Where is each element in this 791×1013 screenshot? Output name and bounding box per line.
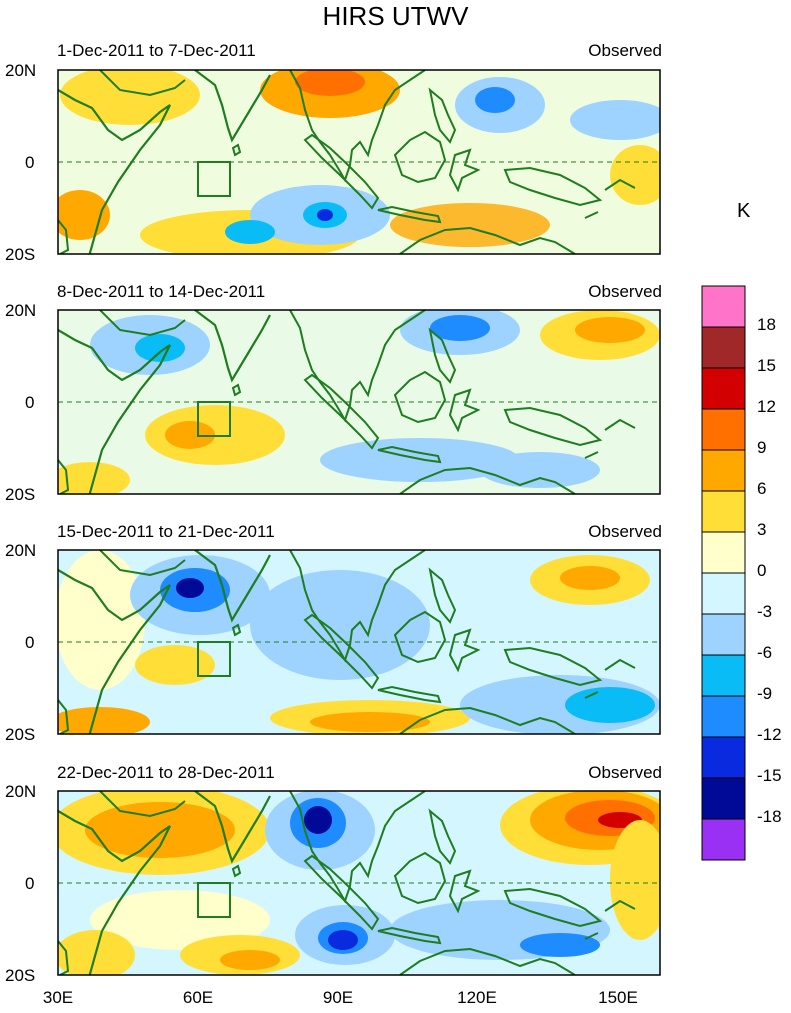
colorbar-label: 0 (757, 561, 767, 580)
colorbar-swatch (701, 326, 746, 369)
colorbar-label: -12 (757, 725, 782, 744)
lat-label-0-p2: 0 (25, 393, 34, 412)
panel-3-source: Observed (588, 522, 662, 541)
panel-4-frame (57, 790, 661, 976)
colorbar-swatch (701, 408, 746, 451)
lat-label-0-p1: 0 (25, 153, 34, 172)
colorbar-swatch (701, 490, 746, 533)
lat-label-20s-p4: 20S (5, 966, 35, 985)
colorbar-label: -6 (757, 643, 773, 662)
colorbar-label: -15 (757, 766, 782, 785)
lat-label-20n-p1: 20N (5, 61, 36, 80)
colorbar-label: -18 (757, 807, 782, 826)
panel-1-map (58, 70, 660, 254)
lon-label-150e: 150E (598, 988, 638, 1007)
panel-1-source: Observed (588, 41, 662, 60)
colorbar-swatch (701, 367, 746, 410)
panel-2-source: Observed (588, 282, 662, 301)
panel-4-date-range: 22-Dec-2011 to 28-Dec-2011 (57, 763, 275, 782)
colorbar-label: 9 (757, 438, 767, 457)
colorbar-swatch (701, 285, 746, 328)
lat-label-0-p4: 0 (25, 874, 34, 893)
panel-4-source: Observed (588, 763, 662, 782)
colorbar (701, 285, 746, 861)
lat-label-20n-p4: 20N (5, 782, 36, 801)
lat-label-20n-p2: 20N (5, 301, 36, 320)
panel-3-frame (57, 549, 661, 735)
colorbar-swatch (701, 695, 746, 738)
panel-4-map (58, 791, 660, 975)
panel-2-frame (57, 309, 661, 495)
lat-label-20s-p3: 20S (5, 725, 35, 744)
colorbar-swatch (701, 777, 746, 820)
panel-2-date-range: 8-Dec-2011 to 14-Dec-2011 (57, 282, 266, 301)
lon-label-120e: 120E (457, 988, 497, 1007)
colorbar-swatch (701, 613, 746, 656)
panel-3-date-range: 15-Dec-2011 to 21-Dec-2011 (57, 522, 275, 541)
lon-label-30e: 30E (42, 988, 74, 1007)
lat-label-20n-p3: 20N (5, 541, 36, 560)
lon-label-90e: 90E (322, 988, 354, 1007)
colorbar-swatch (701, 654, 746, 697)
colorbar-label: 3 (757, 520, 767, 539)
colorbar-label: -3 (757, 602, 773, 621)
colorbar-unit: K (737, 200, 751, 222)
colorbar-swatch (701, 531, 746, 574)
colorbar-swatch (701, 572, 746, 615)
lat-label-20s-p1: 20S (5, 245, 35, 264)
panel-1-date-range: 1-Dec-2011 to 7-Dec-2011 (57, 41, 256, 60)
lon-label-60e: 60E (182, 988, 214, 1007)
panel-1-frame (57, 69, 661, 255)
colorbar-swatch (701, 736, 746, 779)
colorbar-label: 6 (757, 479, 767, 498)
colorbar-swatch (701, 449, 746, 492)
panel-2-map (58, 310, 660, 494)
colorbar-label: 18 (757, 315, 776, 334)
panel-3-map (58, 550, 660, 734)
lat-label-20s-p2: 20S (5, 485, 35, 504)
lat-label-0-p3: 0 (25, 633, 34, 652)
figure-title: HIRS UTWV (322, 1, 469, 31)
colorbar-label: 12 (757, 397, 776, 416)
colorbar-swatch (701, 818, 746, 861)
colorbar-label: -9 (757, 684, 773, 703)
colorbar-label: 15 (757, 356, 776, 375)
